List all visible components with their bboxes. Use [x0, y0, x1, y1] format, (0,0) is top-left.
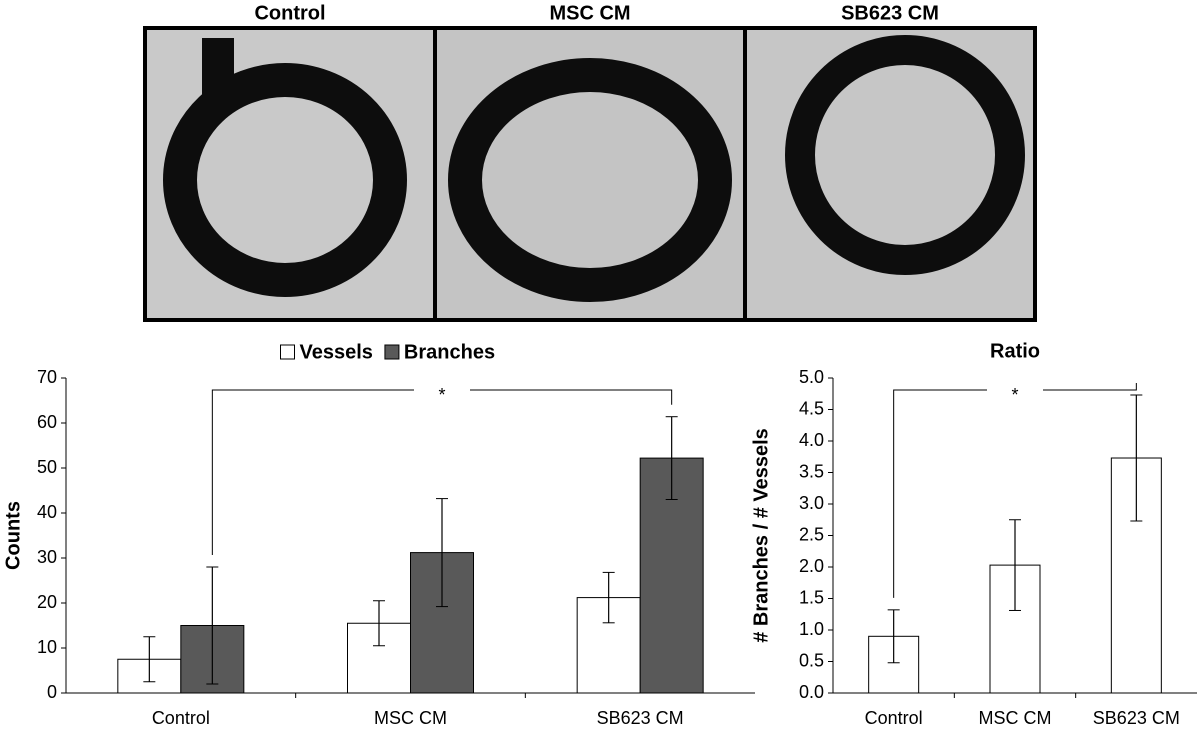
bracket-gap — [987, 382, 1043, 398]
y-tick-label: 30 — [37, 547, 57, 567]
significance-label: * — [438, 385, 445, 405]
legend-label: Vessels — [300, 341, 373, 363]
y-tick-label: 10 — [37, 637, 57, 657]
y-tick-label: 60 — [37, 412, 57, 432]
y-tick-label: 40 — [37, 502, 57, 522]
y-tick-label: 4.0 — [799, 430, 824, 450]
ring — [785, 35, 1025, 275]
y-axis-label: Counts — [2, 501, 24, 570]
ring-tail — [202, 38, 234, 98]
legend-swatch — [280, 344, 295, 360]
ring — [448, 58, 732, 302]
y-tick-label: 2.0 — [799, 556, 824, 576]
y-tick-label: 3.0 — [799, 493, 824, 513]
y-tick-label: 1.5 — [799, 587, 824, 607]
image-row: Control MSC CM SB623 CM — [143, 2, 1037, 322]
x-tick-label: Control — [865, 708, 923, 728]
legend-swatch — [384, 344, 400, 360]
x-tick-label: MSC CM — [979, 708, 1052, 728]
x-tick-label: Control — [152, 708, 210, 728]
y-tick-label: 1.0 — [799, 619, 824, 639]
panel-label: SB623 CM — [841, 2, 939, 24]
bracket-gap — [414, 382, 470, 398]
panel-label: MSC CM — [549, 2, 630, 24]
x-tick-label: MSC CM — [374, 708, 447, 728]
y-tick-label: 0.5 — [799, 650, 824, 670]
y-tick-label: 20 — [37, 592, 57, 612]
y-tick-label: 4.5 — [799, 398, 824, 418]
y-tick-label: 0 — [47, 682, 57, 702]
y-tick-label: 0.0 — [799, 682, 824, 702]
y-tick-label: 50 — [37, 457, 57, 477]
x-tick-label: SB623 CM — [597, 708, 684, 728]
chart-title: Ratio — [990, 340, 1040, 362]
y-tick-label: 70 — [37, 367, 57, 387]
y-tick-label: 5.0 — [799, 367, 824, 387]
x-tick-label: SB623 CM — [1093, 708, 1180, 728]
y-tick-label: 2.5 — [799, 524, 824, 544]
legend-label: Branches — [404, 341, 495, 363]
panel-label: Control — [254, 2, 325, 24]
y-tick-label: 3.5 — [799, 461, 824, 481]
significance-label: * — [1011, 385, 1018, 405]
ring — [163, 63, 407, 297]
y-axis-label: # Branches / # Vessels — [750, 428, 772, 643]
